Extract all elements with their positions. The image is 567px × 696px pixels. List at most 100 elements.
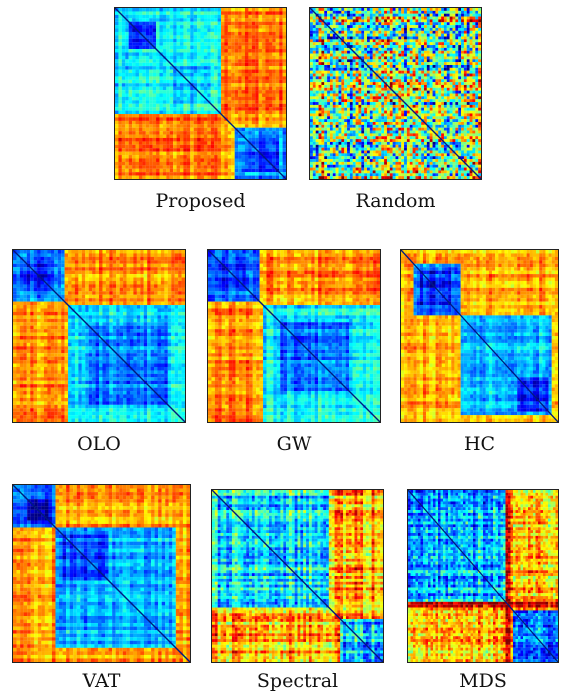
matrix-cell <box>210 66 215 70</box>
matrix-cell <box>149 52 153 56</box>
matrix-cell <box>128 120 133 125</box>
matrix-cell <box>221 100 225 104</box>
matrix-cell <box>472 87 476 91</box>
matrix-cell <box>392 104 396 108</box>
matrix-cell <box>349 82 353 86</box>
matrix-cell <box>401 56 405 60</box>
matrix-cell <box>461 119 464 123</box>
matrix-cell <box>461 39 464 43</box>
matrix-cell <box>461 33 464 37</box>
matrix-cell <box>446 82 450 86</box>
matrix-cell <box>329 64 333 68</box>
matrix-cell <box>372 93 376 97</box>
matrix-cell <box>128 158 133 162</box>
matrix-cell <box>227 155 232 159</box>
matrix-cell <box>338 76 342 80</box>
matrix-cell <box>152 86 157 91</box>
matrix-cell <box>210 172 215 176</box>
matrix-cell <box>338 10 342 14</box>
matrix-cell <box>364 10 368 14</box>
matrix-cell <box>329 70 333 74</box>
matrix-cell <box>389 42 393 46</box>
matrix-cell <box>466 67 470 71</box>
matrix-cell <box>138 148 143 152</box>
matrix-cell <box>426 45 430 48</box>
matrix-cell <box>404 19 407 23</box>
matrix-cell <box>279 141 283 145</box>
matrix-cell <box>173 45 177 50</box>
matrix-cell <box>426 64 430 68</box>
matrix-cell <box>214 114 218 118</box>
matrix-cell <box>197 168 201 173</box>
matrix-cell <box>238 134 242 139</box>
matrix-cell <box>138 141 143 145</box>
matrix-cell <box>455 39 459 43</box>
matrix-cell <box>358 79 362 83</box>
matrix-cell <box>262 25 266 29</box>
matrix-cell <box>344 50 348 54</box>
matrix-cell <box>221 35 225 39</box>
matrix-cell <box>446 67 450 71</box>
matrix-cell <box>197 117 201 121</box>
matrix-cell <box>272 144 276 149</box>
matrix-cell <box>446 76 450 80</box>
matrix-cell <box>384 104 388 108</box>
matrix-cell <box>466 10 470 14</box>
matrix-cell <box>384 45 388 48</box>
matrix-cell <box>282 59 286 63</box>
matrix-cell <box>234 168 239 173</box>
matrix-cell <box>341 102 345 105</box>
matrix-cell <box>349 122 353 125</box>
matrix-cell <box>128 35 133 39</box>
matrix-cell <box>217 76 222 80</box>
matrix-cell <box>272 96 276 101</box>
matrix-cell <box>268 155 273 159</box>
matrix-cell <box>412 87 416 91</box>
matrix-cell <box>475 10 479 14</box>
matrix-cell <box>475 79 479 83</box>
matrix-cell <box>418 45 422 48</box>
matrix-cell <box>338 73 342 77</box>
matrix-cell <box>441 36 445 40</box>
matrix-cell <box>449 59 453 63</box>
matrix-cell <box>118 120 122 125</box>
matrix-cell <box>272 49 276 53</box>
matrix-cell <box>248 124 252 128</box>
matrix-cell <box>347 107 350 111</box>
matrix-cell <box>125 83 129 87</box>
matrix-cell <box>176 28 181 33</box>
matrix-cell <box>458 73 462 77</box>
matrix-cell <box>200 62 205 67</box>
matrix-cell <box>115 45 119 50</box>
matrix-cell <box>255 52 259 56</box>
matrix-cell <box>355 116 359 120</box>
matrix-cell <box>429 47 433 51</box>
matrix-cell <box>406 33 410 37</box>
matrix-cell <box>241 124 246 128</box>
matrix-cell <box>324 90 328 94</box>
matrix-cell <box>355 42 359 46</box>
matrix-cell <box>279 110 283 115</box>
matrix-cell <box>244 42 249 46</box>
matrix-cell <box>231 72 235 77</box>
matrix-cell <box>324 70 328 74</box>
matrix-cell <box>149 90 153 94</box>
matrix-cell <box>418 8 422 11</box>
matrix-cell <box>268 21 273 26</box>
matrix-cell <box>156 148 160 152</box>
matrix-cell <box>461 73 464 77</box>
matrix-cell <box>203 103 208 108</box>
matrix-cell <box>312 93 316 97</box>
matrix-cell <box>183 55 187 60</box>
matrix-cell <box>282 62 286 67</box>
matrix-cell <box>472 79 476 83</box>
matrix-cell <box>312 50 316 54</box>
matrix-cell <box>145 110 150 115</box>
matrix-cell <box>203 168 208 173</box>
matrix-cell <box>255 120 259 125</box>
matrix-cell <box>429 73 433 77</box>
matrix-cell <box>203 110 208 115</box>
matrix-cell <box>173 79 177 84</box>
matrix-cell <box>332 102 336 105</box>
matrix-cell <box>258 134 263 139</box>
